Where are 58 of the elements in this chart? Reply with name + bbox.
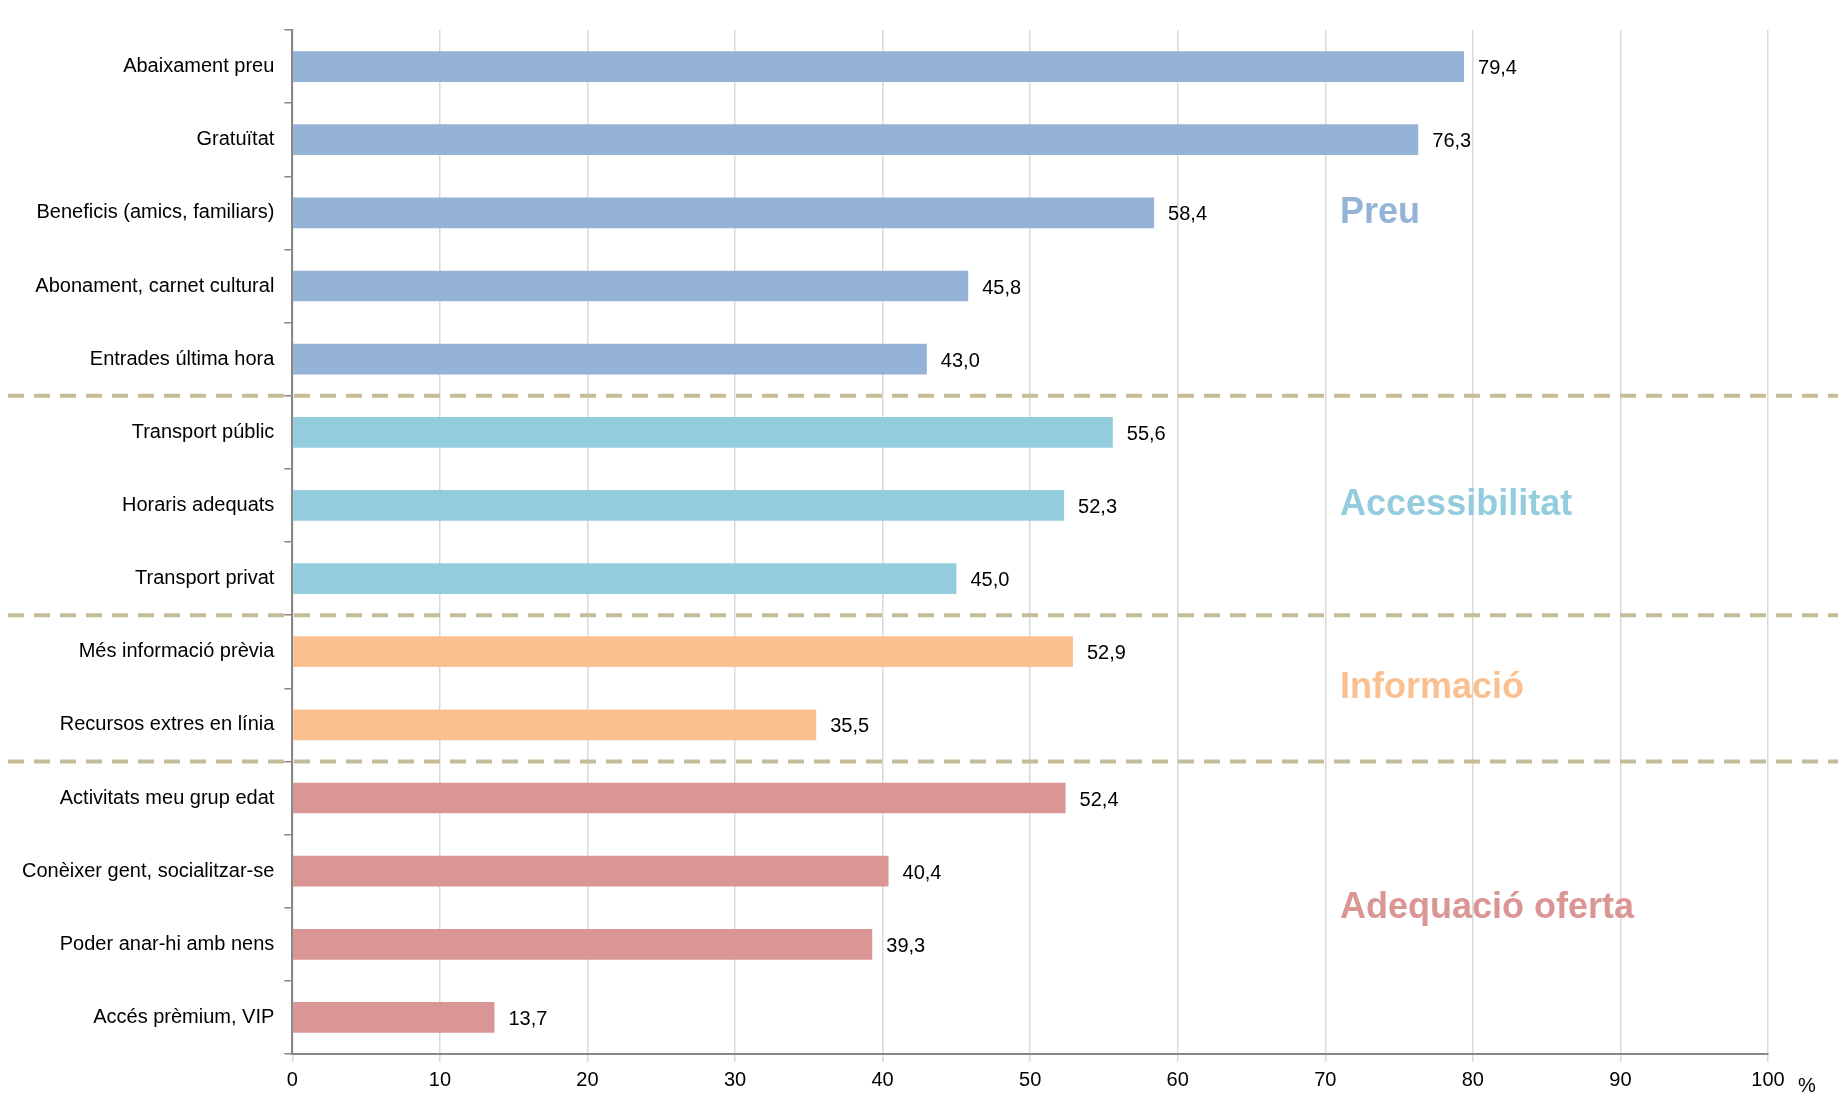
annotation: Adequació oferta: [1340, 884, 1636, 926]
y-tick-label: Conèixer gent, socialitzar-se: [21, 858, 275, 881]
bar: [293, 343, 927, 375]
y-tick-label: Abonament, carnet cultural: [35, 273, 275, 296]
bar: [293, 928, 873, 960]
x-tick-label: 0: [286, 1067, 298, 1090]
x-tick-label: 60: [1166, 1067, 1189, 1090]
annotation: Accessibilitat: [1340, 482, 1573, 524]
bar: [293, 1002, 495, 1033]
data-label: 39,3: [886, 933, 926, 956]
y-tick-label: Poder anar-hi amb nens: [59, 931, 275, 954]
y-tick-label: Entrades última hora: [89, 346, 276, 369]
bar: [293, 782, 1066, 814]
data-label: 79,4: [1478, 56, 1517, 79]
x-tick-label: 90: [1609, 1067, 1632, 1090]
annotation: Informació: [1340, 665, 1525, 707]
bar: [293, 51, 1465, 82]
y-tick-label: Transport públic: [131, 419, 275, 442]
data-label: 52,9: [1086, 641, 1126, 664]
annotation: Preu: [1340, 189, 1421, 231]
y-tick-label: Abaixament preu: [123, 54, 275, 77]
x-tick-label: 10: [428, 1067, 452, 1090]
data-label: 58,4: [1168, 202, 1208, 225]
bar: [293, 197, 1155, 229]
data-label: 35,5: [830, 714, 870, 737]
data-label: 43,0: [940, 348, 980, 371]
y-tick-label: Accés prèmium, VIP: [93, 1004, 275, 1027]
bar: [293, 563, 957, 594]
y-tick-label: Recursos extres en línia: [59, 712, 276, 735]
bar: [293, 124, 1419, 156]
y-tick-label: Beneficis (amics, familiars): [36, 200, 275, 223]
y-tick-label: Més informació prèvia: [78, 639, 276, 662]
data-label: 45,8: [982, 275, 1022, 298]
y-tick-label: Transport privat: [135, 566, 275, 589]
bar: [293, 490, 1065, 521]
x-tick-label: 100: [1751, 1067, 1785, 1090]
data-label: 76,3: [1432, 129, 1472, 152]
x-axis-title: %: [1798, 1073, 1816, 1096]
x-tick-label: 80: [1461, 1067, 1484, 1090]
bar: [293, 636, 1073, 668]
y-tick-label: Horaris adequats: [122, 492, 275, 515]
x-tick-label: 20: [576, 1067, 599, 1090]
bar: [293, 709, 817, 741]
data-label: 13,7: [508, 1006, 548, 1029]
data-label: 40,4: [902, 860, 942, 883]
bar: [293, 855, 889, 887]
y-tick-label: Activitats meu grup edat: [59, 785, 275, 808]
data-label: 45,0: [970, 568, 1010, 591]
x-tick-label: 50: [1019, 1067, 1042, 1090]
bar: [293, 416, 1113, 448]
x-tick-label: 30: [723, 1067, 747, 1090]
y-tick-label: Gratuïtat: [196, 127, 275, 150]
data-label: 52,4: [1079, 787, 1119, 810]
x-tick-label: 40: [871, 1067, 894, 1090]
x-tick-label: 70: [1314, 1067, 1337, 1090]
bar: [293, 270, 969, 302]
data-label: 52,3: [1078, 494, 1118, 517]
data-label: 55,6: [1126, 421, 1166, 444]
